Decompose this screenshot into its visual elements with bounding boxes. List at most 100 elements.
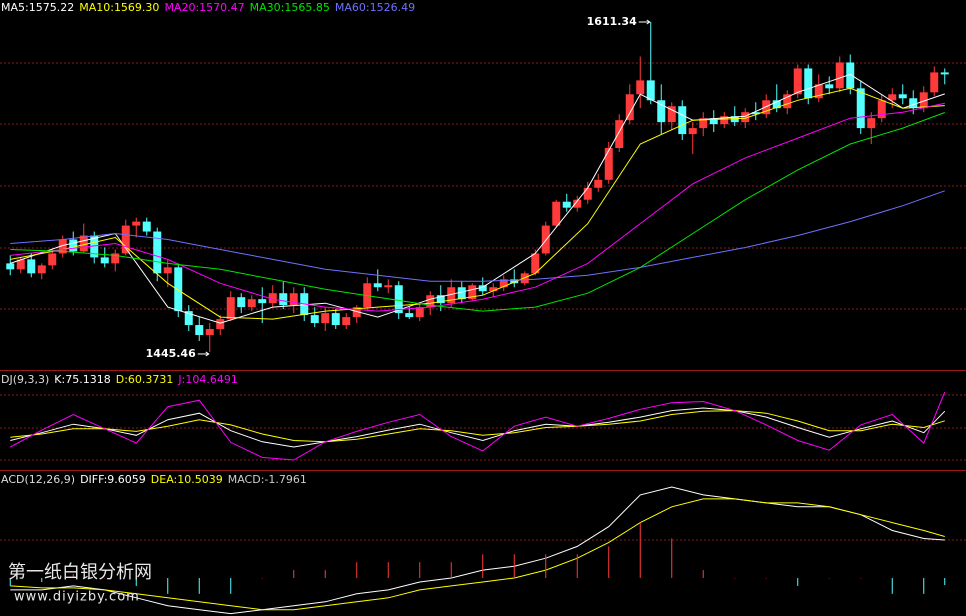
candle-body: [520, 273, 529, 284]
candle-body: [667, 106, 676, 123]
candle-body: [321, 313, 330, 324]
candle-body: [237, 297, 246, 308]
legend-entry: DEA:10.5039: [151, 473, 223, 486]
candle-body: [793, 68, 802, 95]
legend-entry: ACD(12,26,9): [1, 473, 75, 486]
macd-bar: [419, 562, 421, 579]
candle-body: [699, 118, 708, 129]
candle-body: [783, 94, 792, 109]
indicator-line: [10, 407, 946, 448]
candle-body: [37, 265, 46, 274]
macd-bar: [702, 570, 704, 579]
indicator-line: [10, 190, 945, 282]
legend-entry: MA10:1569.30: [79, 1, 159, 14]
candle-body: [163, 267, 172, 274]
candle-body: [132, 221, 141, 226]
candle-body: [751, 112, 760, 115]
candle-body: [142, 221, 151, 232]
candle-body: [615, 120, 624, 148]
candle-body: [562, 201, 571, 208]
candle-body: [153, 231, 162, 274]
macd-bar: [356, 562, 358, 579]
macd-bar: [450, 562, 452, 579]
candle-body: [604, 148, 613, 180]
macd-bar: [293, 570, 295, 579]
candle-body: [79, 235, 88, 252]
candle-body: [762, 100, 771, 115]
candle-body: [247, 299, 256, 308]
candle-body: [489, 287, 498, 292]
macd-bar: [671, 538, 673, 579]
legend-entry: DJ(9,3,3): [1, 373, 49, 386]
macd-bar: [261, 578, 263, 579]
candle-body: [310, 315, 319, 324]
indicator-line: [10, 87, 945, 320]
candle-body: [909, 98, 918, 109]
macd-bar: [734, 578, 736, 579]
candle-body: [468, 285, 477, 300]
candle-body: [111, 253, 120, 264]
macd-bar: [828, 578, 830, 579]
candle-body: [58, 239, 67, 254]
candle-body: [447, 287, 456, 304]
legend-entry: DIFF:9.6059: [80, 473, 146, 486]
candle-body: [195, 325, 204, 335]
macd-bar: [797, 578, 799, 586]
candle-body: [27, 259, 36, 274]
indicator-line: [10, 410, 945, 443]
indicator-line: [10, 391, 946, 461]
legend-entry: MA5:1575.22: [1, 1, 74, 14]
macd-bar: [230, 578, 232, 594]
candle-body: [268, 293, 277, 304]
legend-entry: J:104.6491: [177, 373, 237, 386]
macd-bar: [545, 554, 547, 579]
macd-bar: [324, 570, 326, 579]
candle-body: [457, 287, 466, 300]
candle-body: [877, 100, 886, 119]
candle-body: [426, 295, 435, 308]
candle-body: [919, 92, 928, 109]
macd-bar: [576, 554, 578, 579]
candle-body: [625, 94, 634, 121]
candle-body: [573, 199, 582, 208]
candle-body: [258, 299, 267, 304]
macd-bar: [860, 578, 862, 579]
candle-body: [772, 100, 781, 109]
legend-entry: MA30:1565.85: [250, 1, 330, 14]
candle-body: [331, 313, 340, 326]
macd-bar: [923, 578, 925, 594]
candle-body: [531, 253, 540, 274]
candle-body: [720, 116, 729, 125]
candle-body: [436, 295, 445, 304]
macd-bar: [104, 578, 106, 579]
candle-body: [846, 62, 855, 89]
macd-bar: [765, 578, 767, 579]
candle-body: [646, 80, 655, 101]
candle-body: [373, 283, 382, 288]
candle-body: [814, 84, 823, 99]
candle-body: [48, 253, 57, 266]
legend-entry: MA60:1526.49: [335, 1, 415, 14]
candle-body: [226, 297, 235, 320]
candle-body: [804, 68, 813, 99]
candle-body: [205, 329, 214, 335]
macd-bar: [891, 578, 893, 594]
candle-body: [415, 307, 424, 318]
candle-body: [709, 118, 718, 125]
candle-body: [888, 94, 897, 101]
annotation-label: 1445.46: [146, 347, 196, 360]
watermark-url: www.diyizby.com: [14, 590, 140, 605]
candle-body: [541, 225, 550, 254]
candle-body: [552, 201, 561, 226]
macd-bar: [482, 554, 484, 579]
candle-body: [657, 100, 666, 123]
annotation-label: 1611.34: [587, 15, 637, 28]
indicator-line: [10, 112, 945, 312]
grid: [0, 62, 966, 541]
candle-body: [835, 62, 844, 89]
candle-body: [279, 293, 288, 306]
candle-body: [930, 72, 939, 93]
candle-body: [216, 319, 225, 330]
